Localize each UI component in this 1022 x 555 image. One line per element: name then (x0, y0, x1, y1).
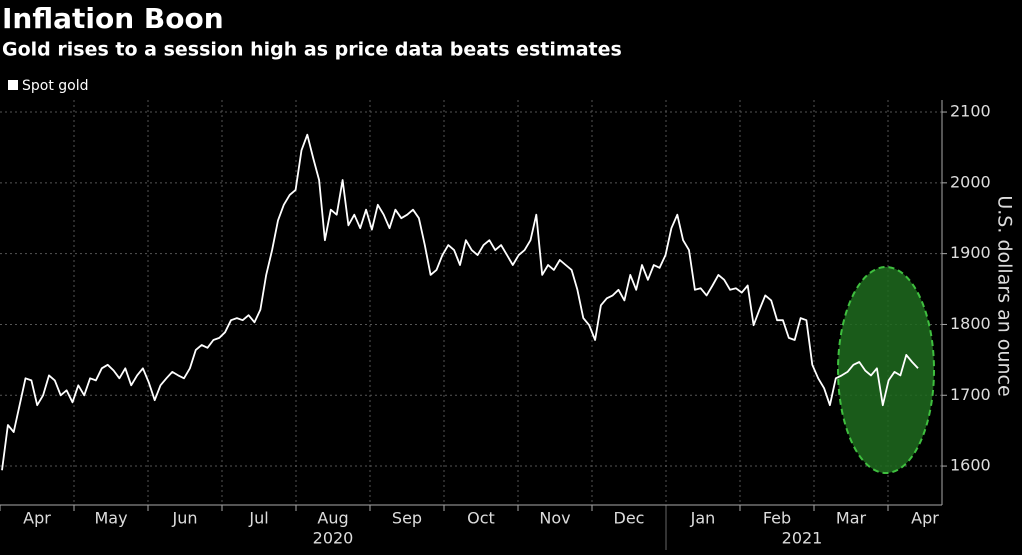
y-axis-label: U.S. dollars an ounce (994, 195, 1016, 396)
price-line (1, 133, 919, 471)
x-tick-label: Jul (248, 509, 268, 528)
x-tick-label: Feb (763, 509, 791, 528)
x-tick-label: Nov (539, 509, 570, 528)
year-label: 2020 (313, 529, 354, 548)
chart-title: Inflation Boon (2, 2, 224, 35)
y-tick-label: 1900 (950, 243, 991, 262)
x-tick-label: Apr (911, 509, 939, 528)
y-tick-label: 1700 (950, 385, 991, 404)
x-tick-label: May (94, 509, 127, 528)
x-tick-label: Jan (690, 509, 716, 528)
y-tick-label: 1600 (950, 456, 991, 475)
x-tick-label: Jun (172, 509, 198, 528)
x-tick-label: Dec (614, 509, 645, 528)
x-tick-label: Aug (317, 509, 348, 528)
highlight-ellipse (837, 266, 935, 474)
x-tick-label: Mar (836, 509, 867, 528)
x-tick-label: Oct (467, 509, 495, 528)
legend-label: Spot gold (22, 78, 89, 94)
y-tick-label: 2100 (950, 102, 991, 121)
x-tick-label: Apr (23, 509, 51, 528)
year-label: 2021 (782, 529, 823, 548)
y-tick-label: 1800 (950, 314, 991, 333)
x-tick-label: Sep (392, 509, 422, 528)
legend-swatch (8, 80, 18, 90)
chart-subtitle: Gold rises to a session high as price da… (2, 39, 622, 61)
y-tick-label: 2000 (950, 172, 991, 191)
